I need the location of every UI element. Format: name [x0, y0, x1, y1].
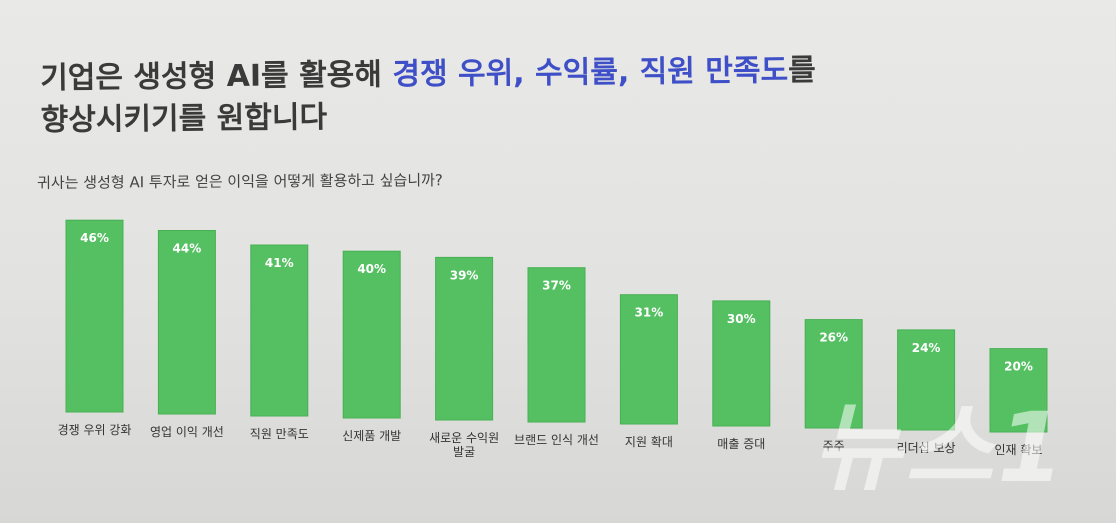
- bar-9: [804, 319, 863, 429]
- category-label-2: 영업 이익 개선: [150, 425, 224, 439]
- data-label-6: 37%: [542, 279, 571, 293]
- bar-1: [65, 219, 124, 413]
- data-label-2: 44%: [173, 242, 202, 256]
- category-label-9: 주주: [823, 439, 845, 453]
- data-label-9: 26%: [819, 331, 848, 345]
- category-label-7: 지원 확대: [625, 435, 673, 449]
- category-label-3: 직원 만족도: [250, 427, 309, 441]
- data-label-8: 30%: [727, 312, 756, 326]
- category-label-10: 리더십 보상: [897, 441, 956, 455]
- data-label-4: 40%: [357, 262, 386, 276]
- bar-6: [527, 267, 586, 423]
- bar-11: [989, 348, 1048, 433]
- category-label-4: 신제품 개발: [342, 429, 401, 443]
- bar-7: [619, 294, 678, 425]
- data-label-11: 20%: [1004, 360, 1033, 374]
- bar-10: [897, 329, 956, 431]
- bar-8: [712, 300, 771, 427]
- bar-2: [157, 230, 216, 415]
- category-label-5: 새로운 수익원 발굴: [429, 431, 499, 459]
- category-label-6: 브랜드 인식 개선: [514, 433, 599, 447]
- category-label-11: 인재 확보: [995, 443, 1043, 457]
- data-label-10: 24%: [912, 341, 941, 355]
- bar-4: [342, 250, 401, 419]
- data-label-5: 39%: [450, 268, 479, 282]
- bar-5: [435, 256, 494, 421]
- data-label-7: 31%: [635, 306, 664, 320]
- category-label-8: 매출 증대: [717, 437, 765, 451]
- data-label-3: 41%: [265, 256, 294, 270]
- data-label-1: 46%: [80, 231, 109, 245]
- category-label-1: 경쟁 우위 강화: [58, 423, 132, 437]
- bar-3: [250, 244, 309, 417]
